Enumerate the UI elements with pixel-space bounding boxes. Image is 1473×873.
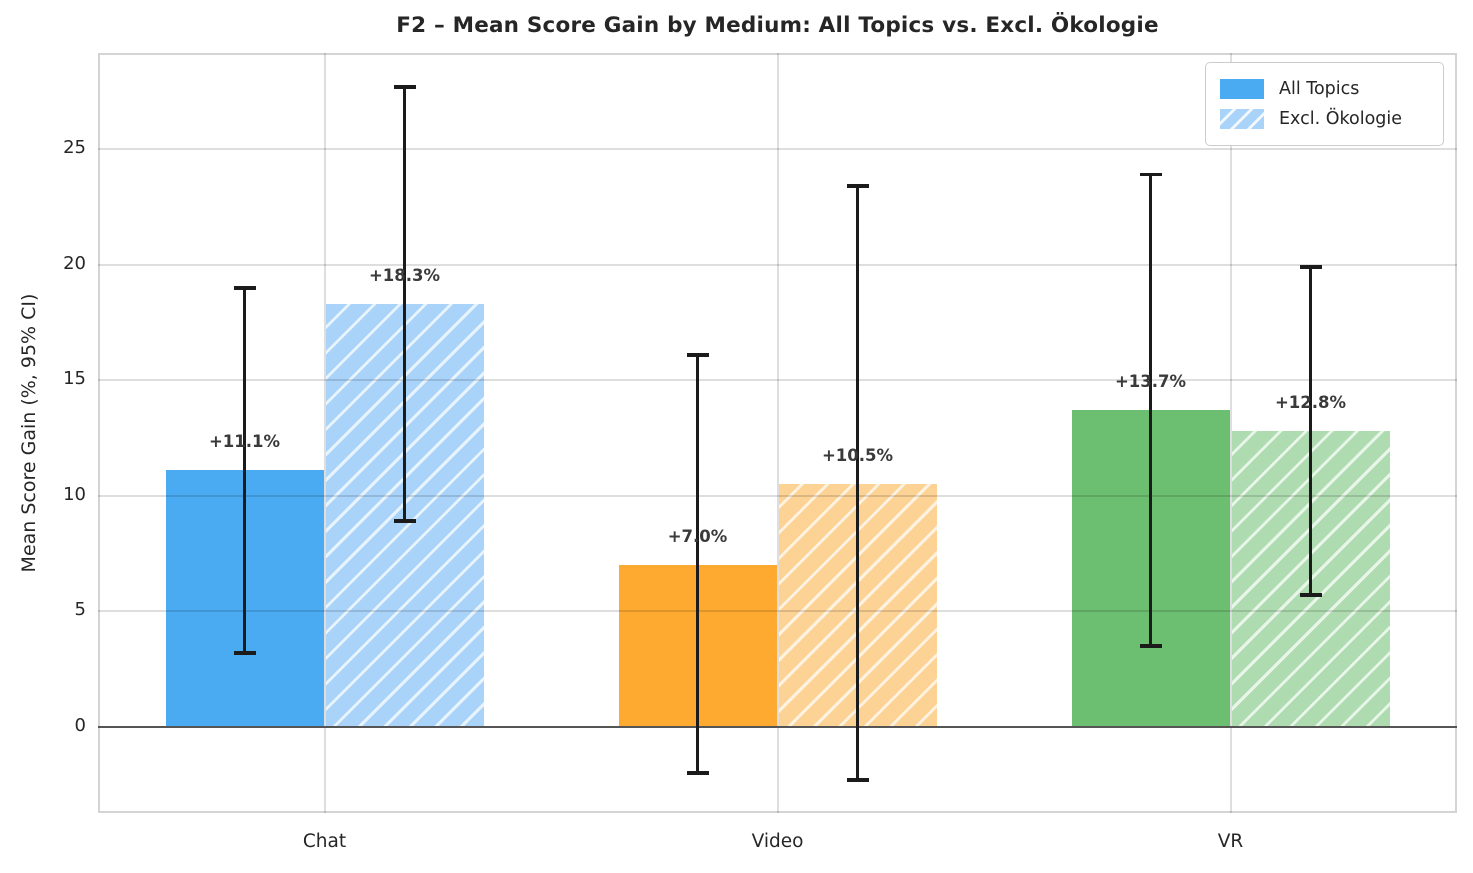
error-bar-cap-top <box>233 286 256 290</box>
error-bar-cap-top <box>393 85 416 89</box>
legend-swatch-hatched <box>1220 109 1264 129</box>
legend-label: All Topics <box>1279 79 1360 99</box>
y-tick-label: 0 <box>74 714 86 736</box>
x-tick-label: Chat <box>302 831 347 852</box>
error-bar-line <box>855 185 860 781</box>
error-bar-line <box>1148 174 1153 647</box>
legend-label: Excl. Ökologie <box>1279 109 1403 129</box>
legend-item-excl-oekologie: Excl. Ökologie <box>1220 104 1429 134</box>
error-bar-cap-bottom <box>233 651 256 655</box>
legend-item-all-topics: All Topics <box>1220 74 1429 104</box>
legend-swatch-solid <box>1220 79 1264 99</box>
y-tick-label: 10 <box>63 483 86 505</box>
gridline-horizontal <box>98 263 1457 266</box>
plot-area <box>98 53 1457 813</box>
gridline-vertical <box>323 53 326 813</box>
error-bar-cap-bottom <box>1139 644 1162 648</box>
gridline-horizontal <box>98 147 1457 150</box>
zero-baseline <box>98 725 1457 729</box>
gridline-horizontal <box>98 379 1457 382</box>
error-bar-cap-top <box>1139 172 1162 177</box>
bar-value-label: +10.5% <box>821 446 894 466</box>
error-bar-line <box>402 86 407 522</box>
bar-value-label: +11.1% <box>208 432 281 452</box>
error-bar-cap-top <box>846 184 869 188</box>
y-tick-label: 25 <box>63 136 86 158</box>
error-bar-line <box>695 354 700 774</box>
error-bar-cap-bottom <box>846 778 869 782</box>
error-bar-cap-bottom <box>393 519 416 523</box>
gridline-vertical <box>776 53 779 813</box>
x-tick-label: VR <box>1217 831 1244 852</box>
bar-value-label: +13.7% <box>1114 372 1187 392</box>
gridline-vertical <box>1229 53 1232 813</box>
gridline-horizontal <box>98 494 1457 497</box>
y-tick-label: 15 <box>63 368 86 390</box>
y-tick-label: 20 <box>63 252 86 274</box>
bar-value-label: +7.0% <box>667 527 728 547</box>
bar-value-label: +12.8% <box>1274 393 1347 413</box>
error-bar-cap-bottom <box>1299 593 1322 597</box>
gridline-horizontal <box>98 610 1457 613</box>
bar-value-label: +18.3% <box>368 265 441 285</box>
error-bar-line <box>242 287 247 653</box>
error-bar-line <box>1308 266 1313 596</box>
legend: All Topics Excl. Ökologie <box>1205 62 1444 146</box>
y-tick-label: 5 <box>74 599 86 621</box>
x-tick-label: Video <box>751 831 804 852</box>
error-bar-cap-top <box>686 353 709 357</box>
chart-title: F2 – Mean Score Gain by Medium: All Topi… <box>396 13 1159 38</box>
error-bar-cap-top <box>1299 265 1322 269</box>
error-bar-cap-bottom <box>686 771 709 775</box>
y-axis-label: Mean Score Gain (%, 95% CI) <box>18 293 40 573</box>
